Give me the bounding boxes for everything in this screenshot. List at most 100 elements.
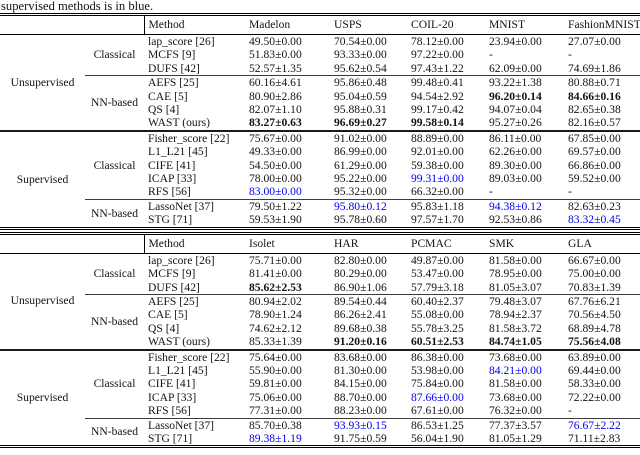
table-row: QS [4] 74.62±2.12 89.68±0.38 55.78±3.25 81.5… (0, 322, 640, 335)
column-header-dataset: HAR (333, 233, 410, 254)
value-cell: 72.22±0.00 (568, 390, 621, 404)
value-cell: 54.50±0.00 (249, 158, 302, 172)
table-row: CAE [5] 78.90±1.24 86.26±2.41 55.08±0.00 78.… (0, 308, 640, 321)
value-cell: 95.83±1.18 (411, 199, 464, 213)
column-header-method: Method (143, 14, 248, 35)
value-cell: 89.54±0.44 (334, 294, 387, 308)
value-cell: 66.32±0.00 (410, 185, 488, 200)
method-cell: RFS [56] (144, 404, 248, 419)
table-row: L1_L21 [45] 49.33±0.00 86.99±0.00 92.01±0.0… (0, 145, 640, 158)
value-cell: 81.58±3.72 (489, 321, 542, 335)
value-cell: 93.22±1.38 (489, 76, 542, 90)
value-cell: 95.62±0.54 (333, 61, 410, 77)
value-cell: 95.88±0.31 (334, 103, 387, 117)
header-spacer-group (0, 14, 85, 35)
value-cell: 69.57±0.00 (568, 145, 621, 159)
table-row: NN-based AEFS [25] 80.94±2.02 89.54±0.44 60.… (0, 294, 640, 351)
method-cell: AEFS [25] (148, 76, 199, 90)
value-cell: 63.89±0.00 (568, 350, 621, 364)
value-cell: 79.48±3.07 (489, 294, 542, 308)
table-row: STG [71] 59.53±1.90 95.78±0.60 97.57±1.70 92… (0, 213, 640, 228)
value-cell: 93.93±0.15 (334, 418, 387, 432)
value-cell: 70.56±4.50 (568, 308, 621, 322)
header-spacer-subgroup (85, 14, 144, 35)
method-cell: ICAP [33] (148, 172, 197, 186)
subgroup-label-cell: NN-based (85, 294, 144, 351)
value-cell: 67.61±0.00 (410, 404, 488, 419)
value-cell: 84.66±0.16 (568, 89, 621, 103)
table-row: Supervised Classical Fisher_score [22] 75.6… (0, 130, 640, 200)
value-cell: 70.83±1.39 (567, 280, 640, 295)
value-cell: 92.01±0.00 (411, 145, 464, 159)
value-cell: 95.27±0.26 (488, 116, 567, 132)
value-cell: 57.79±3.18 (410, 280, 488, 295)
table-caption: supervised methods is in blue. (1, 0, 154, 13)
value-cell: 97.43±1.22 (410, 61, 488, 77)
method-cell: MCFS [9] (148, 267, 196, 281)
value-cell: 84.74±1.05 (488, 335, 567, 351)
value-cell: 89.38±1.19 (249, 431, 302, 445)
value-cell: 78.12±0.00 (411, 35, 464, 48)
value-cell: 80.90±2.86 (249, 89, 302, 103)
subgroup-label-cell: Classical (85, 130, 144, 200)
header-spacer-group (0, 233, 85, 254)
value-cell: 59.38±0.00 (411, 158, 464, 172)
value-cell: 59.81±0.00 (249, 377, 302, 391)
method-cell: lap_score [26] (148, 253, 215, 267)
value-cell: 67.76±6.21 (568, 294, 621, 308)
table-row: NN-based LassoNet [37] 79.50±1.22 95.80±0.1… (0, 199, 640, 220)
value-cell: 89.30±0.00 (489, 158, 542, 172)
value-cell: 81.05±3.07 (488, 280, 567, 295)
value-cell: 78.00±0.00 (249, 172, 302, 186)
value-cell: 52.57±1.35 (248, 61, 333, 77)
value-cell: 89.03±0.00 (489, 172, 542, 186)
value-cell: 71.11±2.83 (568, 431, 621, 445)
value-cell: - (488, 185, 567, 200)
column-header-dataset: Isolet (248, 233, 333, 254)
value-cell: 95.80±0.12 (334, 199, 387, 213)
table-row: Unsupervised Classical lap_score [26] 49.50… (0, 34, 640, 132)
header-spacer-subgroup (85, 233, 144, 254)
value-cell: 78.90±1.24 (249, 308, 302, 322)
value-cell: 66.86±0.00 (568, 158, 621, 172)
table-row: Unsupervised Classical lap_score [26] 75.71… (0, 253, 640, 351)
table-row: CIFE [41] 59.81±0.00 84.15±0.00 75.84±0.00 8… (0, 377, 640, 390)
method-cell: WAST (ours) (144, 116, 248, 132)
value-cell: 95.32±0.00 (333, 185, 410, 200)
value-cell: 81.05±1.29 (489, 431, 542, 445)
column-header-dataset: USPS (333, 14, 410, 35)
value-cell: 95.86±0.48 (334, 76, 387, 90)
value-cell: 58.33±0.00 (568, 377, 621, 391)
method-cell: LassoNet [37] (148, 199, 215, 213)
table-row: ICAP [33] 78.00±0.00 95.22±0.00 99.31±0.00 8… (0, 172, 640, 185)
value-cell: 80.88±0.71 (568, 76, 621, 90)
value-cell: 88.23±0.00 (333, 404, 410, 419)
group-label-cell: Unsupervised (0, 253, 85, 351)
value-cell: 62.09±0.00 (488, 61, 567, 77)
method-cell: QS [4] (148, 321, 180, 335)
column-header-dataset: GLA (567, 233, 640, 254)
value-cell: 97.57±1.70 (411, 213, 464, 227)
column-header-dataset: PCMAC (410, 233, 488, 254)
value-cell: 94.54±2.92 (411, 89, 464, 103)
table-row: NN-based LassoNet [37] 85.70±0.38 93.93±0.1… (0, 418, 640, 439)
subgroup-label-cell: Classical (85, 349, 144, 419)
table-row: DUFS [42] 52.57±1.35 95.62±0.54 97.43±1.22 6… (0, 61, 640, 77)
value-cell: 84.15±0.00 (334, 377, 387, 391)
value-cell: 93.33±0.00 (334, 48, 387, 62)
value-cell: 85.62±2.53 (248, 280, 333, 295)
value-cell: 95.22±0.00 (334, 172, 387, 186)
value-cell: 55.90±0.00 (249, 363, 302, 377)
value-cell: 79.50±1.22 (249, 199, 302, 213)
value-cell: 95.04±0.59 (334, 89, 387, 103)
table-row: STG [71] 89.38±1.19 91.75±0.59 56.04±1.90 81… (0, 432, 640, 447)
value-cell: - (567, 404, 640, 419)
value-cell: 66.67±0.00 (568, 253, 621, 267)
value-cell: 55.08±0.00 (411, 308, 464, 322)
value-cell: 68.89±4.78 (568, 321, 621, 335)
value-cell: 94.38±0.12 (489, 199, 542, 213)
value-cell: 77.31±0.00 (248, 404, 333, 419)
value-cell: 83.00±0.00 (248, 185, 333, 200)
value-cell: 77.37±3.57 (489, 418, 542, 432)
value-cell: 92.53±0.86 (489, 213, 542, 227)
